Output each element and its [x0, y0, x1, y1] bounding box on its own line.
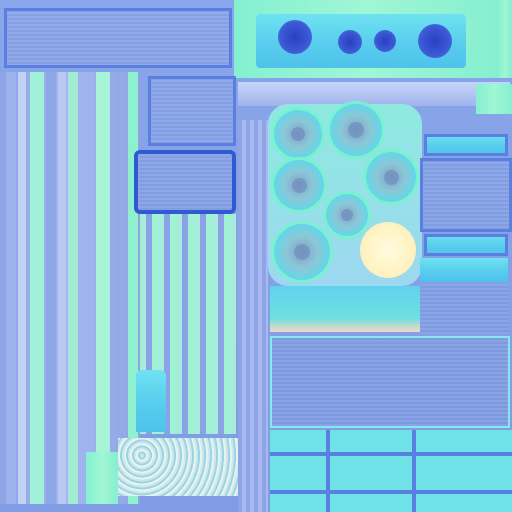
- right-bar-1: [424, 134, 508, 156]
- dark-dot: [374, 30, 396, 52]
- top-left-plank: [4, 8, 232, 68]
- mid-lower-block: [136, 370, 166, 432]
- bottom-grid: [270, 430, 512, 512]
- large-plank: [270, 336, 510, 428]
- right-bar-2: [424, 234, 508, 256]
- wheel: [274, 224, 330, 280]
- thin-bar-row: [238, 82, 510, 106]
- cream-disc: [360, 222, 416, 278]
- wheel: [366, 152, 416, 202]
- vertical-divider: [238, 120, 268, 512]
- dark-dot: [278, 20, 312, 54]
- left-stripe-column: [0, 72, 140, 504]
- right-bar-3: [420, 258, 508, 282]
- dark-dot: [418, 24, 452, 58]
- wheel: [274, 110, 322, 158]
- dark-dot: [338, 30, 362, 54]
- mid-top-crate: [148, 76, 236, 146]
- top-right-strip: [498, 0, 512, 78]
- top-right-dot-panel: [234, 0, 498, 78]
- mid-crate-2: [134, 150, 236, 214]
- under-wheel-slab: [270, 286, 420, 332]
- right-corner-arrow: [476, 84, 512, 114]
- noise-patch: [118, 438, 238, 496]
- right-bar-4: [420, 284, 510, 334]
- wheel: [326, 194, 368, 236]
- wheel: [330, 104, 382, 156]
- bottom-left-tab: [86, 452, 118, 504]
- right-crate: [420, 158, 512, 232]
- wheel: [274, 160, 324, 210]
